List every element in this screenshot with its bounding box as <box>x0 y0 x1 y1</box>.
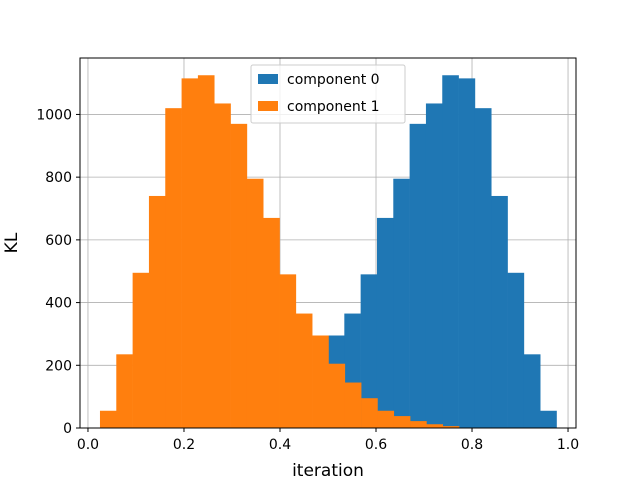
histogram-bar-component-0 <box>540 410 557 428</box>
x-tick-label: 0.0 <box>77 437 99 453</box>
histogram-bar-component-1 <box>410 421 427 428</box>
y-tick-label: 400 <box>45 296 72 312</box>
histogram-bar-component-1 <box>230 123 248 428</box>
legend-swatch-component-1 <box>258 101 278 111</box>
histogram-bar-component-0 <box>425 103 443 429</box>
histogram-bar-component-0 <box>458 78 476 429</box>
x-tick-label: 0.4 <box>269 437 291 453</box>
histogram-bar-component-0 <box>393 178 410 428</box>
histogram-bar-component-0 <box>409 123 427 428</box>
y-tick-label: 0 <box>63 421 72 437</box>
histogram-bars <box>99 75 557 429</box>
y-tick-label: 600 <box>45 233 72 249</box>
legend-label-component-1: component 1 <box>287 99 380 115</box>
histogram-bar-component-1 <box>426 424 444 428</box>
histogram-bar-component-1 <box>344 382 362 428</box>
histogram-bar-component-1 <box>312 335 329 428</box>
histogram-bar-component-1 <box>132 272 150 428</box>
legend-box <box>250 64 406 124</box>
histogram-bar-component-1 <box>328 363 346 428</box>
histogram-bar-component-1 <box>148 195 166 428</box>
axis-ticks: 0.0 0.2 0.4 0.6 0.8 1.0 0 200 400 600 800 1000 <box>36 107 579 453</box>
x-tick-label: 1.0 <box>557 437 579 453</box>
plot-frame <box>79 57 577 429</box>
legend-swatch-component-0 <box>258 74 278 84</box>
histogram-bar-component-1 <box>214 103 231 429</box>
legend: component 0 component 1 <box>250 64 406 124</box>
histogram-bar-component-1 <box>361 398 378 428</box>
x-tick-label: 0.2 <box>173 437 195 453</box>
histogram-bar-component-0 <box>523 354 541 428</box>
y-tick-label: 1000 <box>36 107 72 123</box>
histogram-bar-component-0 <box>360 274 378 428</box>
histogram-bar-component-0 <box>507 272 525 428</box>
legend-label-component-0: component 0 <box>287 72 380 88</box>
histogram-bar-component-0 <box>442 75 459 429</box>
histogram-bar-component-1 <box>246 178 264 428</box>
histogram-bar-component-1 <box>295 313 313 428</box>
histogram-bar-component-1 <box>442 426 460 428</box>
histogram-bar-component-1 <box>393 416 411 428</box>
histogram-bar-component-1 <box>377 410 395 428</box>
histogram-bar-component-1 <box>263 217 280 428</box>
x-tick-label: 0.6 <box>365 437 387 453</box>
y-tick-label: 200 <box>45 358 72 374</box>
x-axis-label: iteration <box>292 461 364 480</box>
histogram-bar-component-1 <box>165 108 182 428</box>
histogram-bar-component-1 <box>279 274 297 428</box>
histogram-bar-component-0 <box>376 217 394 428</box>
histogram-bar-component-1 <box>197 75 215 429</box>
histogram-bar-component-0 <box>491 195 508 428</box>
x-tick-label: 0.8 <box>461 437 483 453</box>
histogram-bar-component-1 <box>181 78 199 429</box>
histogram-bar-component-1 <box>99 410 117 428</box>
histogram-bar-component-0 <box>474 108 492 428</box>
histogram-bar-component-1 <box>116 354 133 428</box>
y-axis-label: KL <box>2 232 22 253</box>
y-tick-label: 800 <box>45 170 72 186</box>
